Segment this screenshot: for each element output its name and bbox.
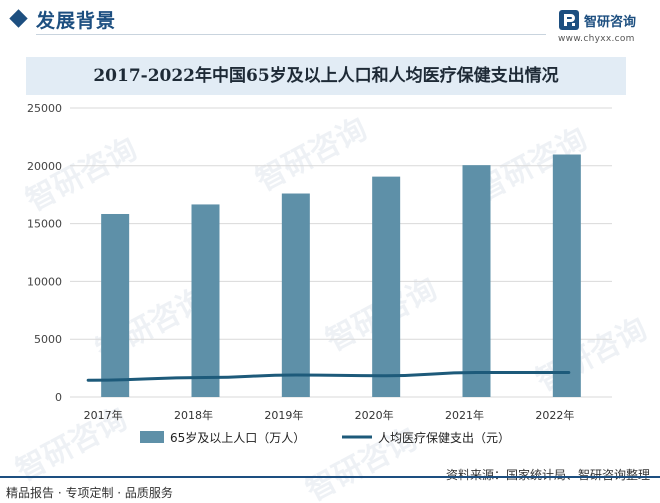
section-title: 发展背景	[36, 10, 117, 32]
x-tick-label: 2022年	[535, 408, 574, 422]
brand-url: www.chyxx.com	[558, 34, 635, 44]
footer-slogan: 精品报告 · 专项定制 · 品质服务	[6, 486, 173, 500]
chart-title-band: 2017-2022年中国65岁及以上人口和人均医疗保健支出情况	[26, 57, 626, 95]
brand-logo-icon	[559, 10, 579, 30]
legend-swatch-bar	[140, 431, 164, 443]
header-divider	[36, 34, 546, 35]
series-line	[86, 370, 571, 382]
bar	[281, 193, 310, 397]
source-note: 资料来源：国家统计局、智研咨询整理	[445, 468, 650, 482]
y-tick-label: 10000	[27, 275, 62, 288]
y-tick-label: 5000	[34, 333, 62, 346]
brand-logo: 智研咨询 www.chyxx.com	[558, 9, 654, 45]
bar	[552, 154, 581, 397]
bar	[462, 165, 491, 397]
legend-label: 人均医疗保健支出（元）	[378, 431, 510, 445]
header: 发展背景 智研咨询 www.chyxx.com	[0, 0, 660, 44]
brand-name: 智研咨询	[584, 15, 637, 30]
y-tick-label: 15000	[27, 218, 62, 231]
footer: 精品报告 · 专项定制 · 品质服务	[0, 476, 660, 503]
x-tick-label: 2017年	[84, 408, 123, 422]
chart: 0 5000 10000 15000 20000 25000 2017年 2018年 2019年…	[27, 102, 612, 445]
bar	[101, 213, 130, 397]
y-tick-label: 25000	[27, 102, 62, 115]
x-tick-label: 2019年	[264, 408, 303, 422]
footer-divider	[0, 476, 660, 478]
x-tick-label: 2021年	[445, 408, 484, 422]
y-tick-label: 0	[55, 391, 62, 404]
x-tick-label: 2020年	[355, 408, 394, 422]
x-tick-label: 2018年	[174, 408, 213, 422]
bar	[372, 176, 401, 397]
legend-label: 65岁及以上人口（万人）	[170, 430, 305, 445]
bar	[191, 204, 220, 397]
y-tick-label: 20000	[27, 160, 62, 173]
chart-title: 2017-2022年中国65岁及以上人口和人均医疗保健支出情况	[93, 66, 559, 86]
diamond-icon	[9, 9, 28, 28]
